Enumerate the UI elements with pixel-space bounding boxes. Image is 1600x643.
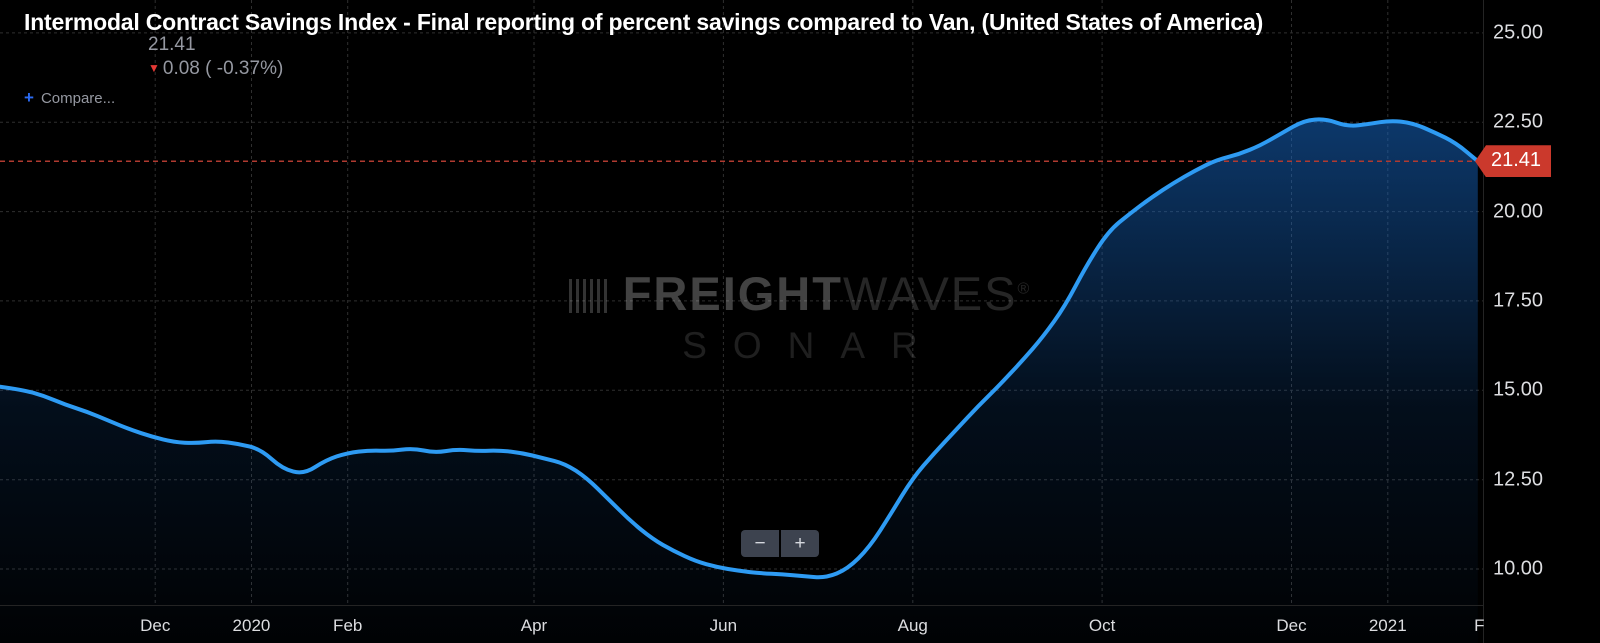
chart-header: Intermodal Contract Savings Index - Fina…	[24, 9, 1396, 36]
change-value: 0.08	[162, 58, 200, 79]
zoom-out-button[interactable]: −	[741, 530, 779, 557]
legend-values: 21.41 ▼ 0.08 ( -0.37%)	[148, 34, 283, 80]
change-percent: ( -0.37%)	[205, 58, 284, 79]
time-axis-label: Dec	[1276, 616, 1307, 635]
time-axis-label: Fe	[1474, 616, 1484, 635]
time-axis[interactable]: Dec 2020 Feb Apr Jun Aug Oct Dec 2021 Fe	[0, 605, 1484, 643]
price-axis-label: 17.50	[1493, 289, 1544, 312]
compare-label: Compare...	[40, 90, 116, 107]
last-price-tag: 21.41	[1475, 145, 1552, 178]
time-axis-label: Aug	[897, 616, 928, 635]
price-axis-label: 25.00	[1493, 21, 1544, 44]
price-axis-label: 20.00	[1493, 200, 1544, 223]
time-axis-label: 2021	[1368, 616, 1407, 635]
series-area	[0, 119, 1478, 643]
time-axis-label: Dec	[140, 616, 171, 635]
price-axis-label: 10.00	[1493, 557, 1544, 580]
chart-title: Intermodal Contract Savings Index - Fina…	[24, 9, 1264, 35]
compare-button[interactable]: + Compare...	[24, 88, 115, 108]
price-axis-label: 22.50	[1493, 110, 1544, 133]
price-axis-label: 12.50	[1493, 468, 1544, 491]
time-axis-label: Jun	[709, 616, 738, 635]
last-price-tag-label: 21.41	[1491, 149, 1542, 172]
legend-last-value: 21.41	[148, 34, 196, 55]
legend-change-row: ▼ 0.08 ( -0.37%)	[148, 58, 283, 80]
zoom-controls: − +	[741, 530, 819, 557]
change-down-arrow-icon: ▼	[148, 61, 160, 75]
zoom-in-button[interactable]: +	[781, 530, 819, 557]
time-axis-label: 2020	[232, 616, 271, 635]
time-axis-label: Feb	[333, 616, 363, 635]
series-line	[0, 117, 1480, 580]
price-axis[interactable]: 21.41 25.00 22.50 20.00 17.50 15.00 12.50 10.0…	[1475, 0, 1600, 643]
time-axis-label: Apr	[520, 616, 548, 635]
time-axis-label: Oct	[1088, 616, 1116, 635]
price-axis-label: 15.00	[1493, 378, 1544, 401]
chart-canvas[interactable]	[0, 0, 1484, 643]
plus-icon: +	[24, 88, 34, 107]
